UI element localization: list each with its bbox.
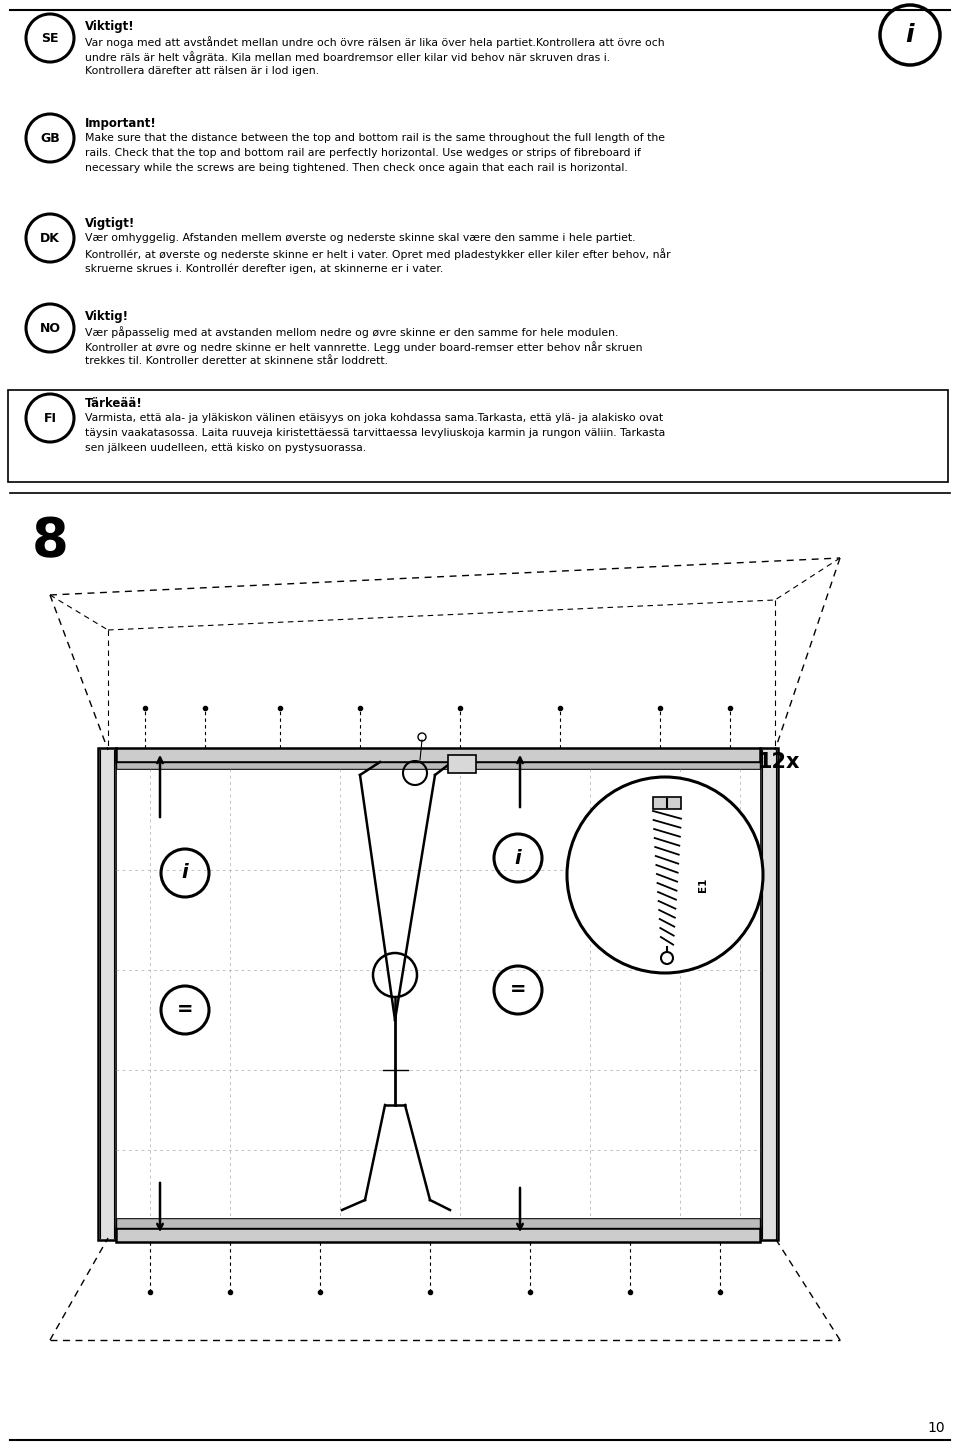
Text: undre räls är helt vågräta. Kila mellan med boardremsor eller kilar vid behov nä: undre räls är helt vågräta. Kila mellan … <box>85 51 611 62</box>
Text: Kontroller at øvre og nedre skinne er helt vannrette. Legg under board-remser et: Kontroller at øvre og nedre skinne er he… <box>85 341 642 354</box>
Bar <box>116 762 760 769</box>
Text: Vær omhyggelig. Afstanden mellem øverste og nederste skinne skal være den samme : Vær omhyggelig. Afstanden mellem øverste… <box>85 233 636 243</box>
Text: i: i <box>515 849 521 868</box>
Text: E1: E1 <box>698 878 708 893</box>
Text: Viktigt!: Viktigt! <box>85 20 134 33</box>
Text: Vigtigt!: Vigtigt! <box>85 217 135 230</box>
Text: Kontrollera därefter att rälsen är i lod igen.: Kontrollera därefter att rälsen är i lod… <box>85 67 319 75</box>
Text: Vær påpasselig med at avstanden mellom nedre og øvre skinne er den samme for hel: Vær påpasselig med at avstanden mellom n… <box>85 326 618 338</box>
Bar <box>760 748 778 1240</box>
Text: skruerne skrues i. Kontrollér derefter igen, at skinnerne er i vater.: skruerne skrues i. Kontrollér derefter i… <box>85 264 444 274</box>
Text: Kontrollér, at øverste og nederste skinne er helt i vater. Opret med pladestykke: Kontrollér, at øverste og nederste skinn… <box>85 248 671 259</box>
Text: i: i <box>181 864 188 882</box>
Text: Tärkeää!: Tärkeää! <box>85 397 143 410</box>
Bar <box>116 769 760 1219</box>
Bar <box>116 1227 760 1242</box>
Bar <box>116 1219 760 1227</box>
Text: trekkes til. Kontroller deretter at skinnene står loddrett.: trekkes til. Kontroller deretter at skin… <box>85 356 388 367</box>
Circle shape <box>661 952 673 964</box>
Text: DK: DK <box>40 232 60 245</box>
Text: FI: FI <box>43 412 57 425</box>
Text: i: i <box>905 23 914 46</box>
Text: Make sure that the distance between the top and bottom rail is the same througho: Make sure that the distance between the … <box>85 133 665 143</box>
Text: GB: GB <box>40 132 60 145</box>
Bar <box>653 797 681 809</box>
Text: 10: 10 <box>927 1421 945 1435</box>
Text: =: = <box>510 981 526 1000</box>
Text: sen jälkeen uudelleen, että kisko on pystysuorassa.: sen jälkeen uudelleen, että kisko on pys… <box>85 443 366 454</box>
Circle shape <box>567 777 763 972</box>
Text: Important!: Important! <box>85 117 156 130</box>
Text: Viktig!: Viktig! <box>85 310 129 323</box>
Text: SE: SE <box>41 32 59 45</box>
Text: 8: 8 <box>32 514 69 567</box>
Bar <box>116 748 760 762</box>
Text: täysin vaakatasossa. Laita ruuveja kiristettäessä tarvittaessa levyliuskoja karm: täysin vaakatasossa. Laita ruuveja kiris… <box>85 427 665 438</box>
Text: necessary while the screws are being tightened. Then check once again that each : necessary while the screws are being tig… <box>85 162 628 172</box>
Text: NO: NO <box>39 322 60 335</box>
Text: 12x: 12x <box>758 752 801 772</box>
Bar <box>98 748 116 1240</box>
Text: rails. Check that the top and bottom rail are perfectly horizontal. Use wedges o: rails. Check that the top and bottom rai… <box>85 148 641 158</box>
Text: Var noga med att avståndet mellan undre och övre rälsen är lika över hela partie: Var noga med att avståndet mellan undre … <box>85 36 664 48</box>
Text: Varmista, että ala- ja yläkiskon välinen etäisyys on joka kohdassa sama.Tarkasta: Varmista, että ala- ja yläkiskon välinen… <box>85 413 663 423</box>
Bar <box>448 755 476 772</box>
Text: =: = <box>177 1000 193 1020</box>
